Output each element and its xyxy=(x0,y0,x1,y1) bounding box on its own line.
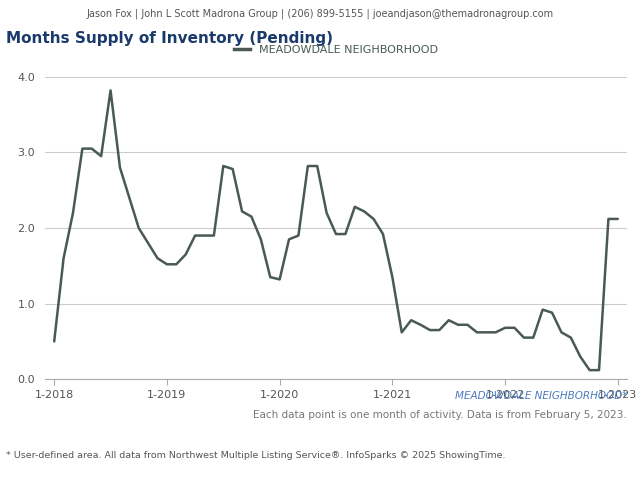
Text: MEADOWDALE NEIGHBORHOOD*: MEADOWDALE NEIGHBORHOOD* xyxy=(455,391,627,401)
Text: Months Supply of Inventory (Pending): Months Supply of Inventory (Pending) xyxy=(6,31,333,46)
Text: Each data point is one month of activity. Data is from February 5, 2023.: Each data point is one month of activity… xyxy=(253,410,627,420)
Text: Jason Fox | John L Scott Madrona Group | (206) 899-5155 | joeandjason@themadrona: Jason Fox | John L Scott Madrona Group |… xyxy=(86,9,554,19)
Legend: MEADOWDALE NEIGHBORHOOD: MEADOWDALE NEIGHBORHOOD xyxy=(229,40,443,59)
Text: * User-defined area. All data from Northwest Multiple Listing Service®. InfoSpar: * User-defined area. All data from North… xyxy=(6,451,506,460)
